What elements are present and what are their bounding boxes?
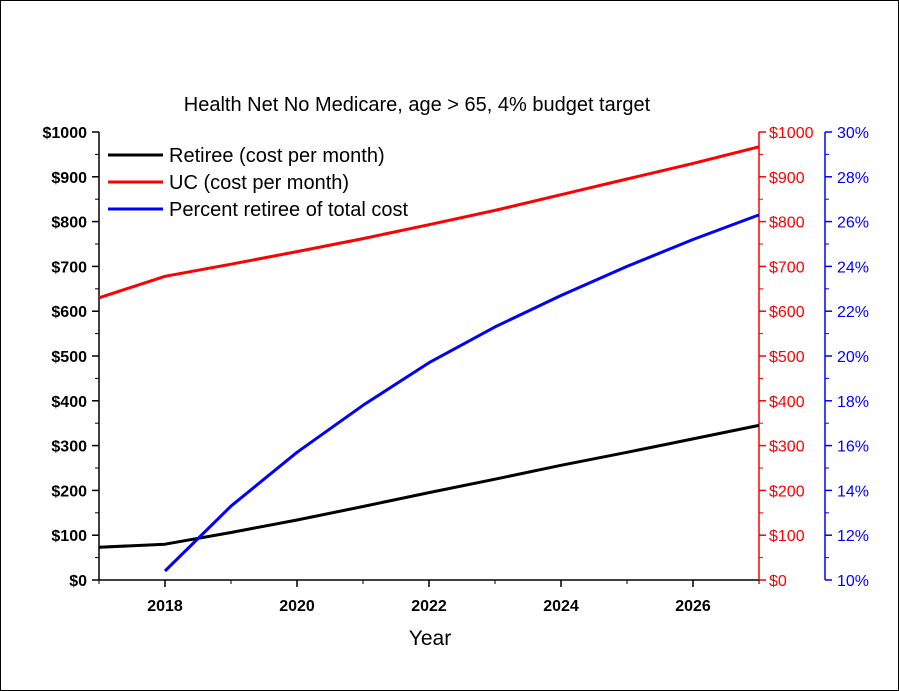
left-y-tick-label: $0 — [69, 573, 87, 590]
legend-label-2: UC (cost per month) — [169, 172, 349, 194]
right-red-y-tick-label: $1000 — [769, 125, 814, 142]
right-blue-y-tick-label: 14% — [837, 483, 869, 500]
left-y-tick-label: $100 — [51, 528, 87, 545]
series-layer — [98, 145, 760, 573]
right-blue-y-tick-label: 12% — [837, 528, 869, 545]
x-tick-label: 2020 — [279, 598, 315, 615]
right-red-y-tick-label: $600 — [769, 304, 805, 321]
left-y-tick-label: $800 — [51, 215, 87, 232]
right-red-y-tick-label: $200 — [769, 483, 805, 500]
right-red-y-tick-label: $300 — [769, 439, 805, 456]
right-blue-y-tick-label: 28% — [837, 170, 869, 187]
left-y-tick-label: $900 — [51, 170, 87, 187]
right-blue-y-tick-label: 22% — [837, 304, 869, 321]
series-line-2 — [98, 145, 760, 300]
legend: Retiree (cost per month) UC (cost per mon… — [108, 145, 408, 221]
right-red-y-tick-label: $700 — [769, 259, 805, 276]
right-red-y-tick-label: $500 — [769, 349, 805, 366]
right-blue-y-tick-label: 26% — [837, 215, 869, 232]
right-red-y-tick-label: $900 — [769, 170, 805, 187]
left-y-tick-label: $600 — [51, 304, 87, 321]
left-y-axis: $0 $100 $200 $300 $400 $500 $600 $700 $800 $900 $1… — [43, 125, 99, 590]
right-y-axis-percent: 10% 12% 14% 16% 18% 20% 22% 24% 26% 28% 30% — [824, 125, 869, 590]
x-axis-label: Year — [409, 627, 451, 650]
right-red-y-tick-label: $100 — [769, 528, 805, 545]
left-y-tick-label: $1000 — [43, 125, 88, 142]
x-tick-label: 2018 — [147, 598, 183, 615]
right-red-y-tick-label: $800 — [769, 215, 805, 232]
right-blue-y-tick-label: 30% — [837, 125, 869, 142]
left-y-tick-label: $700 — [51, 259, 87, 276]
right-blue-y-tick-label: 10% — [837, 573, 869, 590]
right-y-axis-uc: $0 $100 $200 $300 $400 $500 $600 $700 $800 $900 $1… — [758, 125, 814, 590]
left-y-tick-label: $400 — [51, 394, 87, 411]
right-blue-y-tick-label: 24% — [837, 259, 869, 276]
right-blue-y-tick-label: 16% — [837, 439, 869, 456]
right-blue-y-tick-label: 18% — [837, 394, 869, 411]
x-tick-label: 2022 — [411, 598, 447, 615]
series-line-3 — [163, 213, 760, 573]
left-y-tick-label: $500 — [51, 349, 87, 366]
x-tick-label: 2024 — [543, 598, 579, 615]
chart-title: Health Net No Medicare, age > 65, 4% bud… — [184, 94, 651, 116]
left-y-tick-label: $300 — [51, 439, 87, 456]
series-line-1 — [98, 423, 760, 549]
x-axis: 2018 2020 2022 2024 2026 — [98, 580, 760, 615]
right-red-y-tick-label: $400 — [769, 394, 805, 411]
right-blue-y-tick-label: 20% — [837, 349, 869, 366]
x-tick-label: 2026 — [675, 598, 711, 615]
legend-label-3: Percent retiree of total cost — [169, 199, 408, 221]
left-y-tick-label: $200 — [51, 483, 87, 500]
right-red-y-tick-label: $0 — [769, 573, 787, 590]
legend-label-1: Retiree (cost per month) — [169, 145, 385, 167]
